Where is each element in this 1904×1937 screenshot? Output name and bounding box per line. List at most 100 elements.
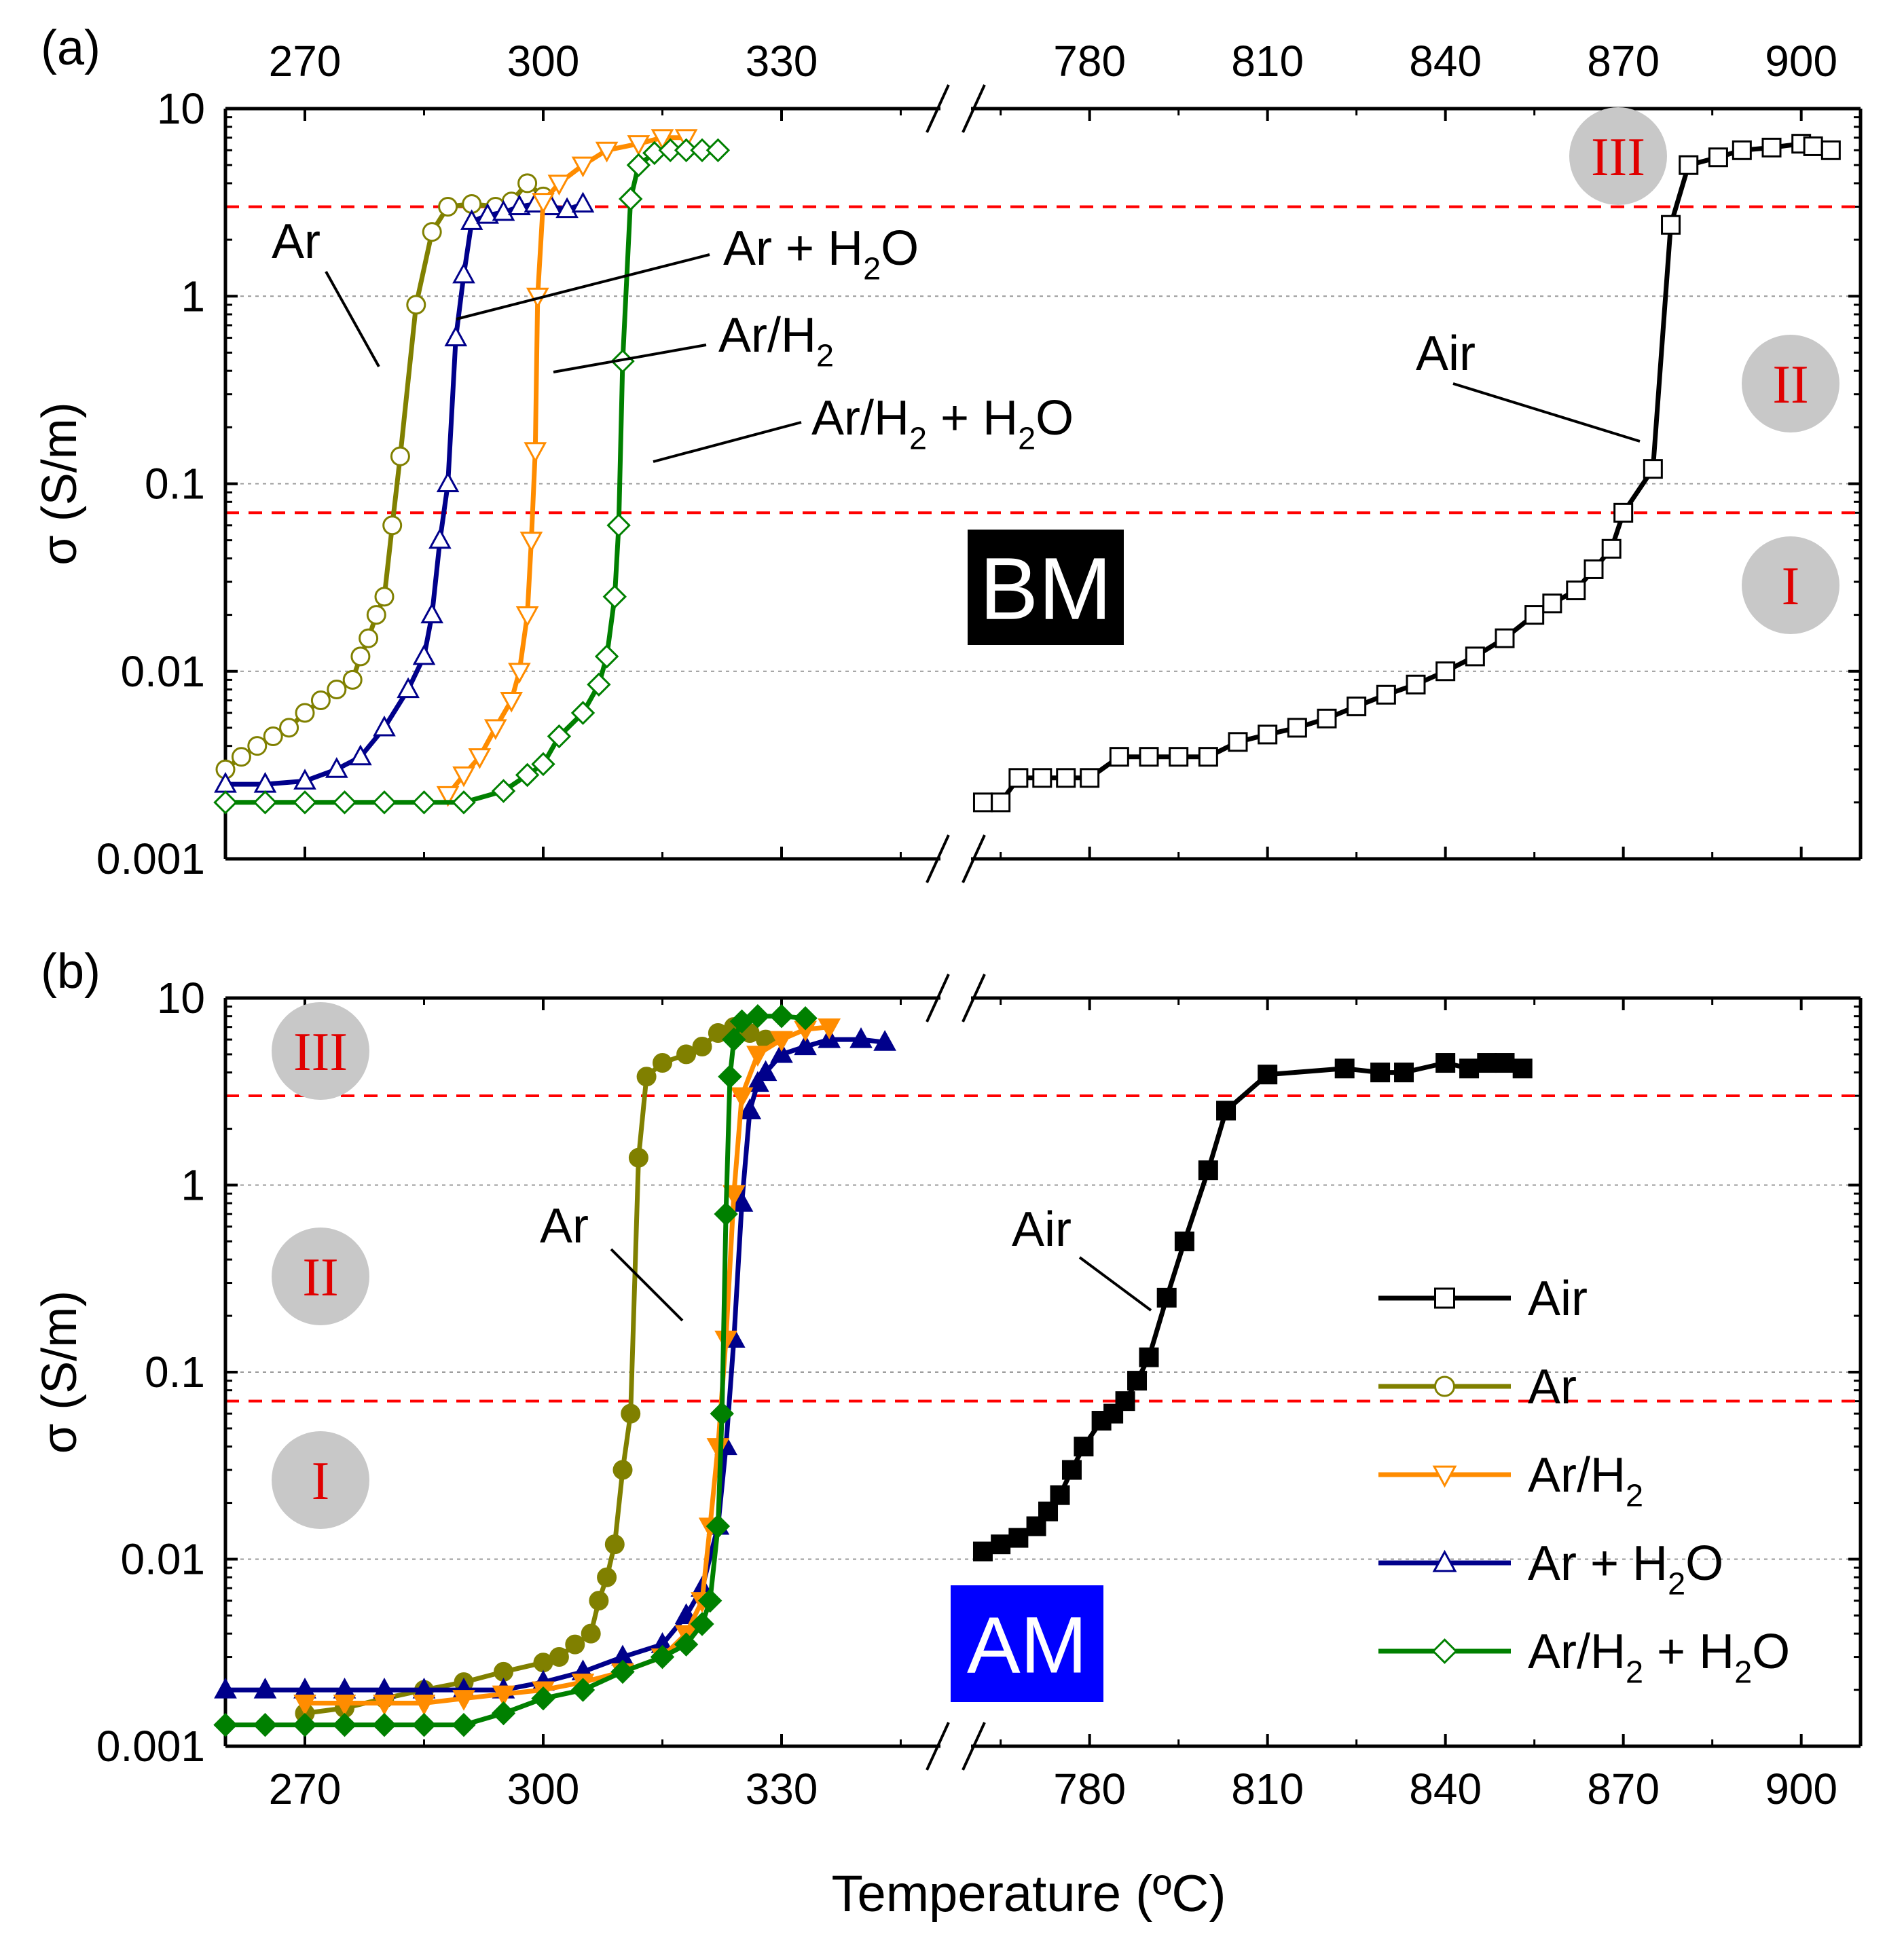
data-point <box>549 1647 569 1667</box>
annotation-label: Air <box>1012 1202 1072 1257</box>
legend-item: Ar/H2 <box>1378 1448 1643 1513</box>
region-label: I <box>1782 557 1800 616</box>
data-point <box>1228 732 1248 752</box>
data-point <box>1080 768 1100 788</box>
x-tick-label: 900 <box>1765 37 1837 86</box>
region-circle <box>272 1228 369 1325</box>
data-point <box>770 1041 793 1063</box>
annotation-leader <box>456 253 710 320</box>
region-label: III <box>293 1022 348 1082</box>
data-point <box>610 1659 635 1684</box>
data-point <box>428 528 452 549</box>
y-tick-label: 0.01 <box>120 647 205 696</box>
data-point <box>500 691 524 713</box>
x-tick-label: 870 <box>1587 1765 1660 1813</box>
x-tick-label: 300 <box>507 1765 580 1813</box>
data-point <box>1258 724 1278 745</box>
text-span: Ar/H <box>1528 1448 1626 1502</box>
data-point <box>571 156 595 178</box>
text-span: Air <box>1012 1202 1072 1257</box>
data-point <box>491 1701 516 1726</box>
x-tick-label: 810 <box>1231 1765 1304 1813</box>
data-point <box>247 736 268 756</box>
data-point <box>676 1044 697 1065</box>
data-point <box>1406 674 1426 695</box>
region-label: III <box>1591 128 1645 187</box>
series-ar-h2 <box>436 129 698 807</box>
data-point <box>508 194 531 215</box>
data-point <box>1127 1371 1148 1391</box>
data-point <box>991 1534 1011 1555</box>
data-point <box>332 790 357 815</box>
data-point <box>722 1185 746 1206</box>
region-label: II <box>302 1248 338 1308</box>
x-tick-label: 780 <box>1053 1765 1126 1813</box>
axis-break-mark <box>962 974 986 1022</box>
data-point <box>531 752 555 777</box>
data-point <box>412 644 436 665</box>
legend-label: Ar/H2 <box>1528 1448 1643 1513</box>
subscript: 2 <box>1626 1478 1643 1513</box>
sample-badge-label: AM <box>967 1600 1087 1690</box>
data-point <box>213 1712 238 1737</box>
x-tick-label: 330 <box>746 1765 818 1813</box>
y-axis-label: σ (S/m) <box>33 1291 87 1454</box>
data-point <box>1050 1485 1070 1505</box>
text-span: O <box>1685 1536 1723 1591</box>
data-point <box>794 1034 817 1056</box>
data-point <box>555 197 579 219</box>
data-point <box>1317 708 1337 728</box>
x-tick-label: 810 <box>1231 37 1304 86</box>
data-point <box>452 262 475 284</box>
data-point <box>1477 1053 1497 1073</box>
subscript: 2 <box>1018 421 1036 456</box>
data-point <box>730 1087 754 1109</box>
y-tick-label: 10 <box>157 974 205 1022</box>
subscript: 2 <box>1668 1566 1685 1602</box>
axis-break-mark <box>926 974 950 1022</box>
annotation-label: Air <box>1416 327 1476 381</box>
data-point <box>581 1623 601 1644</box>
y-tick-label: 10 <box>157 84 205 133</box>
data-point <box>594 644 619 669</box>
data-point <box>492 1685 515 1707</box>
series-ar-h2o <box>214 1027 896 1699</box>
axis-break-mark <box>926 84 950 133</box>
y-tick-label: 1 <box>181 1161 205 1210</box>
data-point <box>293 790 317 815</box>
text-span: + H <box>1643 1625 1734 1679</box>
data-point <box>483 719 507 740</box>
data-point <box>628 1147 648 1168</box>
data-point <box>730 1191 754 1212</box>
data-point <box>769 1003 794 1029</box>
legend-marker <box>1431 1638 1458 1664</box>
y-tick-label: 1 <box>181 272 205 320</box>
data-point <box>597 1567 617 1587</box>
data-point <box>438 196 458 217</box>
text-span: O <box>1036 391 1074 445</box>
annotation-leader <box>1452 382 1641 443</box>
series-ar <box>215 173 553 779</box>
data-point <box>547 724 572 749</box>
data-point <box>1347 696 1367 716</box>
data-point <box>1761 137 1782 158</box>
data-point <box>1542 593 1562 614</box>
series-ar-h2o <box>214 191 595 793</box>
data-point <box>350 646 371 667</box>
data-point <box>1287 718 1307 738</box>
data-point <box>595 141 619 163</box>
annotation-label: Ar <box>540 1199 589 1253</box>
data-point <box>452 790 476 815</box>
data-point <box>412 1694 436 1716</box>
subscript: 2 <box>909 421 927 456</box>
data-point <box>327 680 347 700</box>
data-point <box>604 1534 625 1555</box>
annotation-leader <box>653 421 802 463</box>
data-point <box>587 672 611 697</box>
data-point <box>1643 459 1663 479</box>
data-point <box>1216 1101 1237 1121</box>
annotation-leader <box>610 1248 684 1322</box>
data-point <box>411 1712 437 1737</box>
data-point <box>706 1514 731 1538</box>
